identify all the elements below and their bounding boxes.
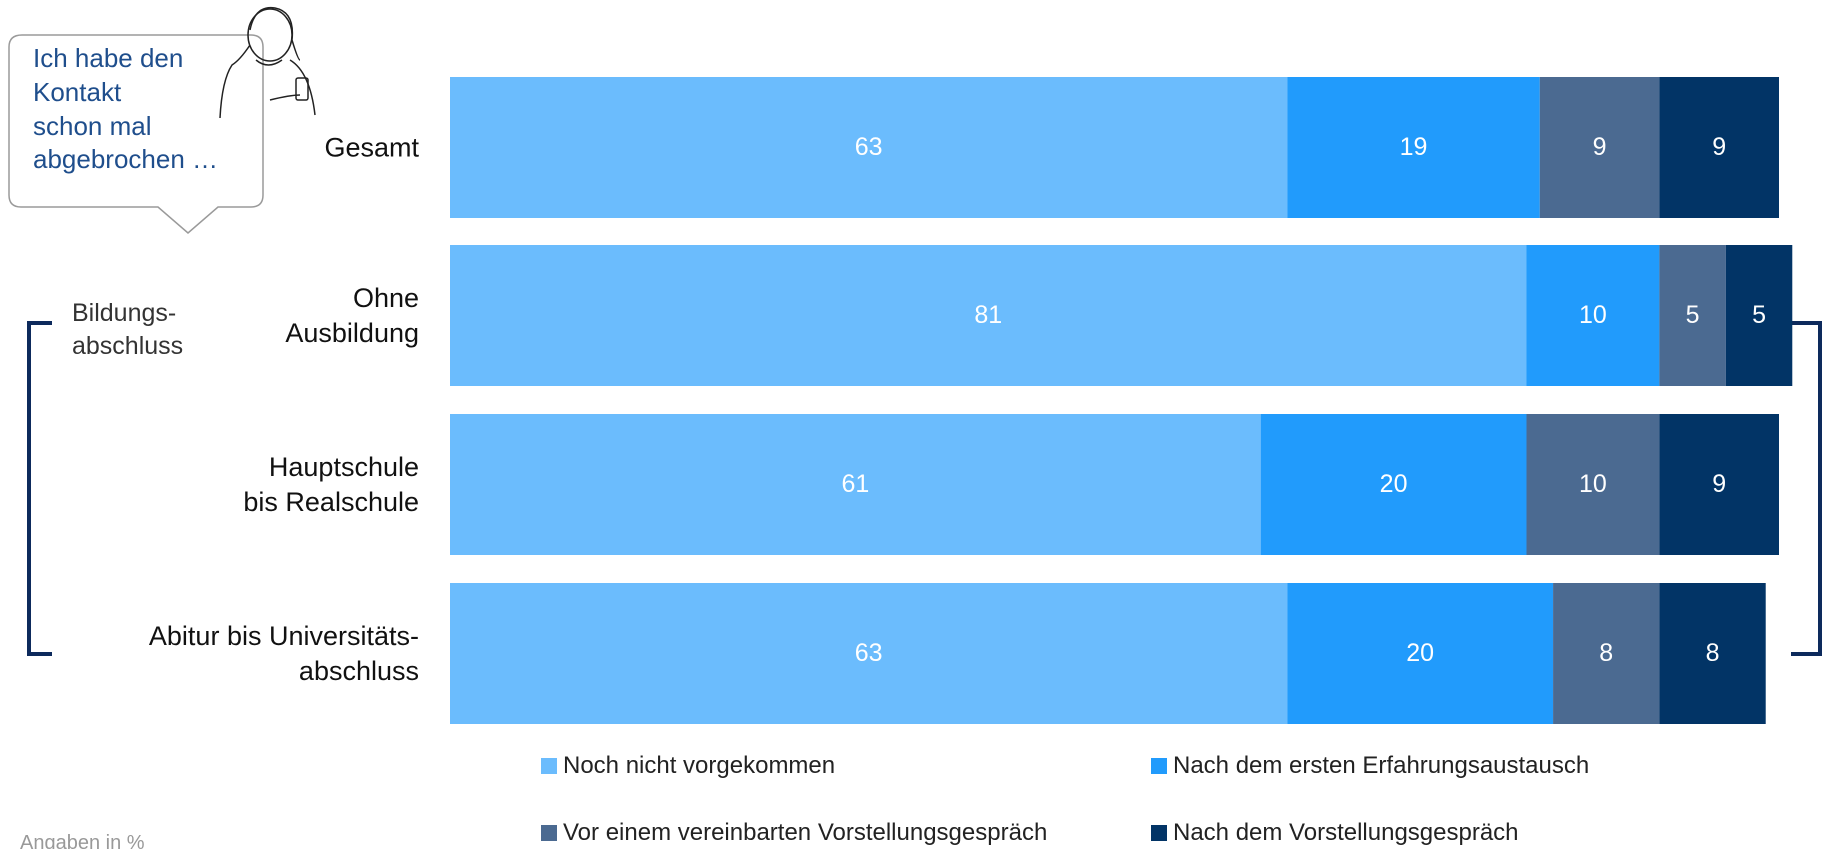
legend-label: Nach dem ersten Erfahrungsaustausch [1173,752,1589,780]
bracket-left [29,323,52,654]
note: Angaben in % [20,830,145,849]
value-label: 9 [1712,470,1726,498]
value-label: 63 [855,133,883,161]
bracket-right [1791,323,1820,654]
value-label: 61 [841,470,869,498]
category-label: Ohne Ausbildung [285,280,419,350]
value-label: 20 [1406,639,1434,667]
category-label: Gesamt [324,130,419,165]
value-label: 5 [1686,301,1700,329]
value-label: 10 [1579,301,1607,329]
page: 63 19 9 9 81 10 5 5 61 20 10 9 63 20 8 8 Ich habe den K… [0,0,1824,849]
value-label: 19 [1400,133,1428,161]
value-label: 8 [1706,639,1720,667]
category-label: Hauptschule bis Realschule [243,449,419,519]
legend-item: Vor einem vereinbarten Vorstellungsgespr… [541,819,1047,847]
value-label: 9 [1712,133,1726,161]
value-label: 5 [1752,301,1766,329]
legend-item: Nach dem Vorstellungsgespräch [1151,819,1519,847]
value-label: 9 [1593,133,1607,161]
value-label: 63 [855,639,883,667]
value-label: 20 [1380,470,1408,498]
legend-item: Noch nicht vorgekommen [541,752,835,780]
category-label: Abitur bis Universitäts- abschluss [149,618,419,688]
legend-label: Nach dem Vorstellungsgespräch [1173,819,1519,847]
bubble-text: Ich habe den Kontakt schon mal abgebroch… [33,42,218,177]
value-label: 10 [1579,470,1607,498]
legend-label: Vor einem vereinbarten Vorstellungsgespr… [563,819,1047,847]
group-label: Bildungs- abschluss [72,297,183,362]
legend-item: Nach dem ersten Erfahrungsaustausch [1151,752,1589,780]
value-label: 81 [974,301,1002,329]
legend-swatch [1151,825,1167,841]
legend-swatch [1151,758,1167,774]
legend-swatch [541,825,557,841]
legend-swatch [541,758,557,774]
value-label: 8 [1599,639,1613,667]
legend-label: Noch nicht vorgekommen [563,752,835,780]
chart: 63 19 9 9 81 10 5 5 61 20 10 9 63 20 8 8 [0,0,1824,849]
